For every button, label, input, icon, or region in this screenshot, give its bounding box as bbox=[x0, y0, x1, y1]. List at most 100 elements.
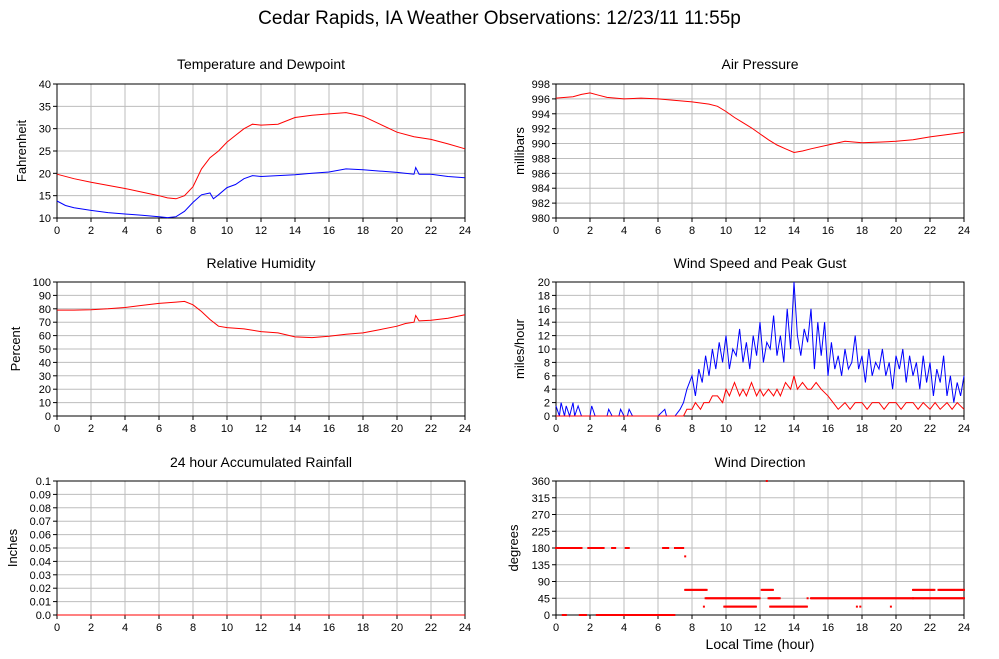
direction-point bbox=[927, 588, 930, 591]
direction-point bbox=[952, 597, 955, 600]
direction-point bbox=[726, 597, 729, 600]
y-tick-label: 16 bbox=[538, 304, 550, 316]
direction-point bbox=[938, 597, 941, 600]
direction-point bbox=[775, 597, 778, 600]
direction-point bbox=[873, 597, 876, 600]
direction-point bbox=[619, 614, 622, 616]
plot-frame bbox=[56, 83, 466, 219]
direction-point bbox=[790, 605, 793, 608]
x-tick-label: 4 bbox=[621, 225, 627, 237]
direction-point bbox=[765, 588, 768, 591]
direction-point bbox=[829, 597, 832, 600]
direction-point bbox=[692, 588, 695, 591]
x-tick-label: 14 bbox=[289, 225, 301, 237]
direction-point bbox=[930, 597, 933, 600]
direction-point bbox=[840, 597, 843, 600]
direction-point bbox=[598, 547, 601, 549]
direction-point bbox=[739, 605, 742, 608]
direction-point bbox=[563, 614, 566, 616]
x-tick-label: 20 bbox=[391, 423, 403, 435]
direction-point bbox=[866, 597, 869, 600]
direction-point bbox=[783, 605, 786, 608]
direction-point bbox=[768, 597, 771, 600]
direction-point bbox=[615, 614, 618, 616]
direction-point bbox=[677, 547, 680, 549]
direction-point bbox=[878, 597, 881, 600]
pressure-series-0-line bbox=[555, 92, 965, 154]
direction-point bbox=[562, 547, 565, 549]
direction-point bbox=[612, 614, 615, 616]
direction-point bbox=[839, 597, 842, 600]
direction-point bbox=[627, 547, 630, 549]
direction-point bbox=[781, 605, 784, 608]
x-tick-label: 20 bbox=[890, 423, 902, 435]
direction-point bbox=[784, 605, 787, 608]
y-tick-label: 0.02 bbox=[30, 583, 51, 595]
direction-point bbox=[626, 614, 629, 616]
direction-point bbox=[691, 588, 694, 591]
direction-point bbox=[945, 588, 948, 591]
y-tick-label: 2 bbox=[544, 398, 550, 410]
direction-point bbox=[851, 597, 854, 600]
y-tick-label: 984 bbox=[532, 183, 550, 195]
pressure-chart-title: Air Pressure bbox=[721, 56, 798, 72]
direction-point bbox=[933, 597, 936, 600]
x-tick-label: 16 bbox=[323, 225, 335, 237]
direction-point bbox=[630, 614, 633, 616]
x-tick-label: 8 bbox=[190, 622, 196, 634]
direction-point bbox=[725, 605, 728, 608]
direction-point bbox=[557, 547, 560, 549]
direction-point bbox=[732, 605, 735, 608]
direction-point bbox=[611, 614, 614, 616]
direction-point bbox=[763, 588, 766, 591]
direction-point bbox=[588, 547, 591, 549]
direction-point bbox=[777, 605, 780, 608]
direction-point bbox=[771, 588, 774, 591]
direction-point bbox=[867, 597, 870, 600]
direction-point bbox=[960, 588, 963, 591]
direction-point bbox=[919, 588, 922, 591]
direction-point bbox=[744, 597, 747, 600]
direction-point bbox=[689, 588, 692, 591]
direction-point bbox=[749, 605, 752, 608]
direction-point bbox=[702, 588, 705, 591]
direction-point bbox=[932, 597, 935, 600]
direction-point bbox=[597, 547, 600, 549]
direction-point bbox=[941, 588, 944, 591]
direction-point bbox=[773, 597, 776, 600]
y-tick-label: 10 bbox=[39, 213, 51, 225]
direction-point bbox=[908, 597, 911, 600]
direction-point bbox=[685, 588, 688, 591]
y-tick-label: 0.03 bbox=[30, 570, 51, 582]
rainfall-chart-ylabel: Inches bbox=[5, 528, 20, 567]
x-tick-label: 22 bbox=[924, 225, 936, 237]
direction-point bbox=[741, 605, 744, 608]
direction-point bbox=[810, 597, 812, 600]
direction-point bbox=[599, 547, 602, 549]
direction-point bbox=[950, 588, 953, 591]
direction-point bbox=[580, 614, 583, 616]
direction-point bbox=[804, 605, 807, 608]
direction-point bbox=[704, 588, 707, 591]
direction-point bbox=[646, 614, 649, 616]
direction-point bbox=[733, 605, 736, 608]
direction-point bbox=[936, 597, 939, 600]
x-tick-label: 18 bbox=[357, 225, 369, 237]
direction-point bbox=[657, 614, 659, 616]
direction-point bbox=[637, 614, 640, 616]
x-tick-label: 6 bbox=[655, 622, 661, 634]
direction-point bbox=[811, 597, 814, 600]
direction-point bbox=[566, 547, 569, 549]
direction-point bbox=[922, 588, 925, 591]
direction-point bbox=[770, 597, 773, 600]
direction-point bbox=[684, 555, 687, 558]
y-tick-label: 60 bbox=[39, 331, 51, 343]
direction-point bbox=[753, 605, 756, 608]
direction-point bbox=[927, 597, 930, 600]
direction-point bbox=[912, 588, 914, 591]
y-tick-label: 10 bbox=[538, 344, 550, 356]
direction-point bbox=[752, 597, 755, 600]
direction-point bbox=[736, 605, 739, 608]
direction-point bbox=[706, 597, 709, 600]
